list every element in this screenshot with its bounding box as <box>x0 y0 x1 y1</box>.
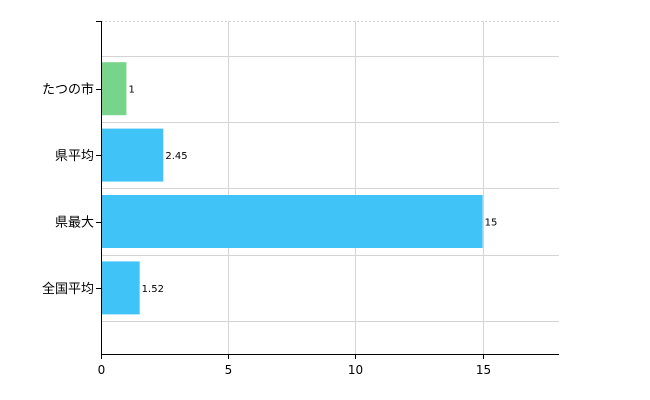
bar <box>102 195 483 248</box>
bar <box>102 261 140 315</box>
y-category-label: 県平均 <box>55 149 94 164</box>
axes <box>96 21 559 359</box>
bars <box>102 62 483 315</box>
x-tick-label: 10 <box>348 363 363 377</box>
x-tick-label: 5 <box>225 363 233 377</box>
y-category-label: たつの市 <box>42 82 94 98</box>
bar <box>102 128 164 182</box>
x-tick-label: 0 <box>98 363 106 377</box>
bar-data-label: 2.45 <box>165 151 187 162</box>
bar-data-label: 1.52 <box>142 284 164 295</box>
bar-data-label: 1 <box>128 85 134 96</box>
bar <box>102 62 127 116</box>
grid-lines <box>101 21 559 354</box>
y-category-label: 全国平均 <box>42 281 94 297</box>
labels: たつの市 1 県平均 2.45 県最大 15 全国平均 1.52 0 5 10 15 <box>42 82 497 377</box>
y-category-label: 県最大 <box>55 216 94 231</box>
bar-data-label: 15 <box>485 218 498 229</box>
x-tick-label: 15 <box>476 363 491 377</box>
